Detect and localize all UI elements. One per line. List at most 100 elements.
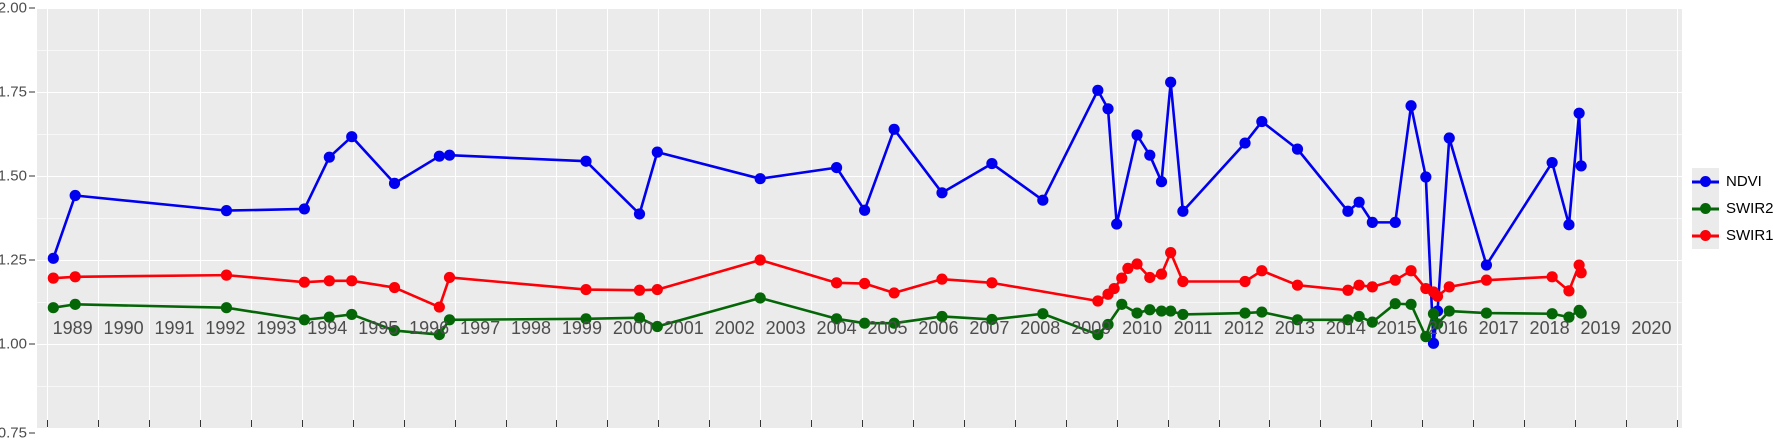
data-point: [433, 301, 445, 313]
data-point: [1131, 258, 1143, 270]
series-layer: [47, 76, 1587, 349]
data-point: [1575, 160, 1587, 172]
y-tick-label: 1.50: [0, 167, 27, 185]
series-ndvi: [47, 76, 1587, 349]
data-point: [1144, 271, 1156, 284]
y-tick-mark: [29, 259, 35, 261]
data-point: [633, 208, 646, 220]
data-point: [1165, 305, 1177, 317]
data-point: [754, 254, 766, 266]
legend-item-swir2[interactable]: SWIR2: [1692, 195, 1773, 222]
data-point: [298, 314, 310, 326]
data-point: [1122, 262, 1134, 274]
data-point: [754, 292, 766, 304]
data-point: [1389, 274, 1401, 286]
data-point: [1092, 328, 1104, 341]
data-point: [1405, 100, 1417, 112]
legend-point-swatch: [1700, 176, 1711, 187]
data-point: [830, 162, 843, 174]
data-point: [433, 328, 445, 341]
gridline-major-horizontal: [37, 176, 1682, 177]
data-point: [633, 312, 646, 324]
data-point: [1131, 129, 1143, 141]
data-point: [1575, 267, 1587, 279]
data-point: [754, 173, 766, 185]
gridline-major-horizontal: [37, 8, 1682, 9]
data-point: [47, 272, 59, 284]
data-point: [1239, 307, 1251, 319]
data-point: [1573, 107, 1585, 119]
data-point: [888, 123, 900, 135]
data-point: [830, 313, 843, 325]
data-point: [830, 277, 843, 289]
data-point: [1575, 307, 1587, 319]
gridline-minor-horizontal: [37, 302, 1682, 303]
data-point: [388, 177, 401, 189]
data-point: [651, 283, 663, 296]
data-point: [1480, 307, 1493, 319]
data-point: [298, 276, 310, 288]
data-point: [1546, 271, 1558, 283]
data-point: [1092, 295, 1104, 307]
legend: NDVI SWIR2 SWIR1: [1692, 168, 1773, 249]
data-point: [298, 203, 310, 215]
y-tick-label: 2.00: [0, 0, 27, 17]
data-point: [1116, 272, 1128, 284]
data-point: [936, 310, 948, 323]
data-point: [1131, 307, 1143, 319]
data-point: [69, 298, 81, 310]
data-point: [1111, 218, 1123, 230]
gridline-major-horizontal: [37, 92, 1682, 93]
data-point: [388, 281, 401, 294]
data-point: [1353, 279, 1365, 291]
data-point: [580, 283, 592, 296]
legend-item-ndvi[interactable]: NDVI: [1692, 168, 1773, 195]
data-point: [1239, 275, 1251, 288]
data-point: [443, 149, 456, 161]
y-tick-label: 1.25: [0, 251, 27, 269]
data-point: [936, 273, 948, 285]
data-point: [1342, 314, 1354, 326]
data-point: [1443, 305, 1455, 317]
data-point: [1256, 306, 1268, 318]
data-point: [1037, 308, 1049, 320]
data-point: [1443, 132, 1455, 144]
data-point: [1155, 176, 1168, 188]
y-tick-label: 1.00: [0, 335, 27, 353]
gridline-major-horizontal: [37, 344, 1682, 345]
data-point: [346, 275, 358, 287]
legend-item-swir1[interactable]: SWIR1: [1692, 222, 1773, 249]
data-point: [1177, 275, 1189, 288]
data-point: [1291, 143, 1304, 155]
data-point: [1366, 281, 1378, 293]
series-swir1: [47, 247, 1587, 313]
data-point: [1116, 298, 1128, 310]
data-point: [986, 313, 998, 326]
legend-point-swatch: [1700, 203, 1711, 214]
data-point: [69, 271, 81, 283]
data-point: [220, 205, 233, 217]
data-point: [1405, 265, 1417, 277]
data-point: [580, 313, 592, 325]
data-point: [1165, 247, 1177, 259]
data-point: [1256, 115, 1268, 128]
data-point: [1108, 282, 1120, 295]
data-point: [1427, 308, 1440, 320]
data-point: [1389, 298, 1401, 310]
series-swir2: [47, 292, 1587, 343]
y-tick-mark: [29, 343, 35, 345]
data-point: [47, 252, 59, 264]
data-point: [651, 320, 663, 333]
data-point: [1546, 156, 1558, 169]
data-point: [1480, 259, 1493, 271]
data-point: [1342, 205, 1354, 217]
data-point: [1427, 337, 1440, 349]
legend-label: SWIR1: [1726, 227, 1773, 244]
data-point: [1563, 311, 1575, 323]
data-point: [1239, 137, 1251, 149]
data-point: [1144, 149, 1156, 161]
data-point: [1291, 279, 1304, 291]
data-point: [1366, 216, 1378, 228]
data-point: [1102, 103, 1114, 115]
